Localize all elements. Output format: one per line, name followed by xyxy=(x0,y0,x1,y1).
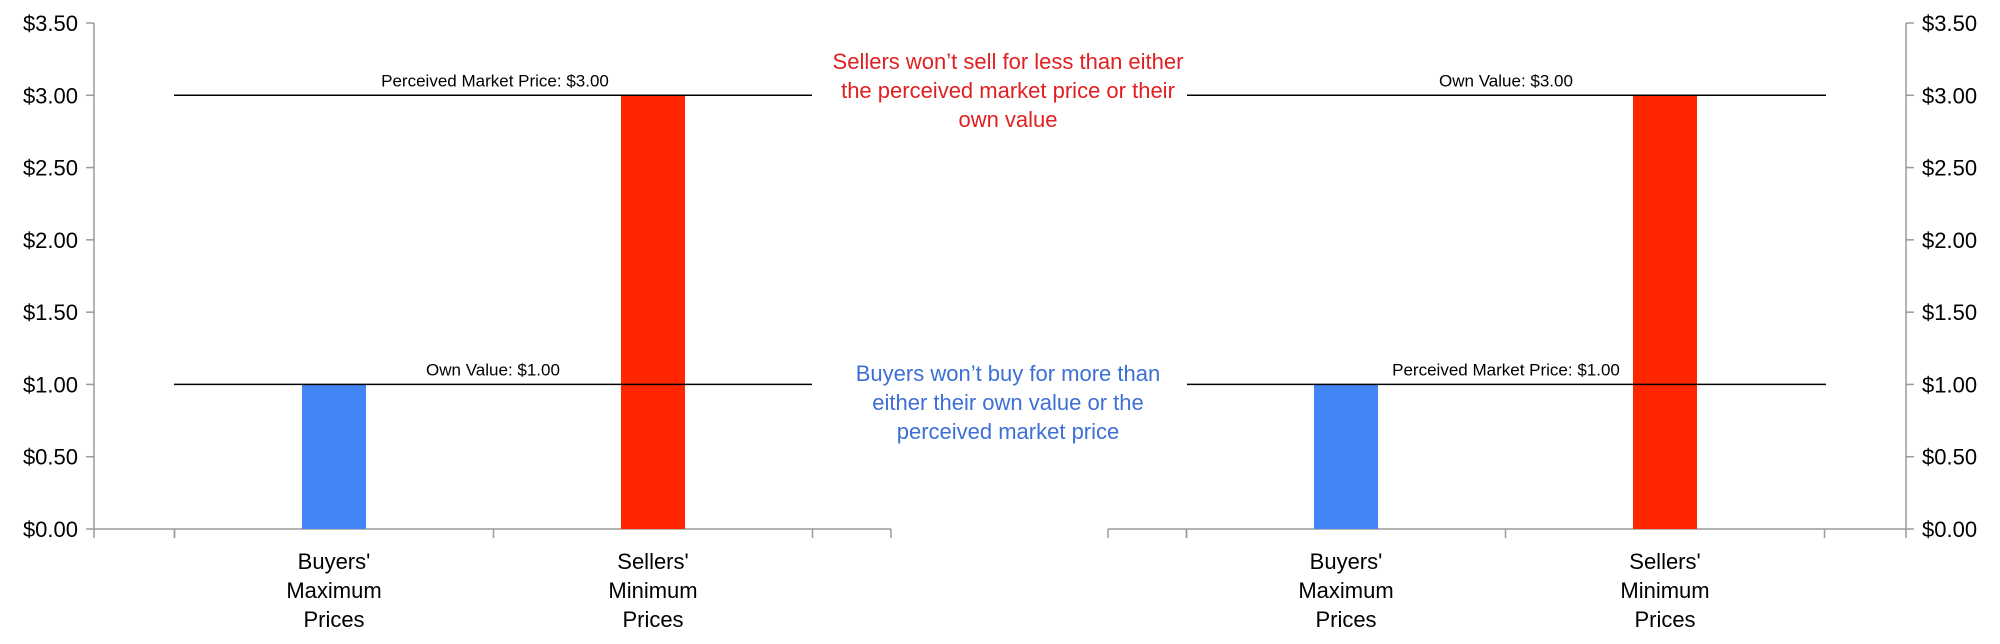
y-tick-label-left: $2.50 xyxy=(23,156,78,181)
y-tick-label-right: $0.50 xyxy=(1922,445,1977,470)
ref-line-label-left: Own Value: $1.00 xyxy=(426,360,560,379)
category-label-left: Maximum xyxy=(286,578,381,603)
y-tick-label-right: $1.00 xyxy=(1922,372,1977,397)
buyers-note: Buyers won’t buy for more than either th… xyxy=(855,361,1161,444)
y-tick-label-right: $0.00 xyxy=(1922,517,1977,542)
category-label-right: Maximum xyxy=(1298,578,1393,603)
bar-sellers-right xyxy=(1633,95,1697,530)
y-tick-label-left: $2.00 xyxy=(23,228,78,253)
category-label-right: Buyers' xyxy=(1310,549,1383,574)
ref-line-label-right: Perceived Market Price: $1.00 xyxy=(1392,360,1620,379)
sellers-note: Sellers won’t sell for less than either … xyxy=(832,49,1184,132)
y-tick-label-right: $3.00 xyxy=(1922,83,1977,108)
y-tick-label-left: $0.50 xyxy=(23,445,78,470)
y-tick-label-right: $1.50 xyxy=(1922,300,1977,325)
category-label-right: Prices xyxy=(1634,607,1695,632)
bar-buyers-left xyxy=(302,384,366,529)
y-tick-label-left: $3.00 xyxy=(23,83,78,108)
category-label-left: Minimum xyxy=(608,578,697,603)
ref-line-label-left: Perceived Market Price: $3.00 xyxy=(381,71,609,90)
ref-line-label-right: Own Value: $3.00 xyxy=(1439,71,1573,90)
category-label-right: Minimum xyxy=(1620,578,1709,603)
category-label-left: Sellers' xyxy=(617,549,688,574)
category-label-left: Prices xyxy=(622,607,683,632)
bar-buyers-right xyxy=(1314,384,1378,529)
y-tick-label-right: $2.50 xyxy=(1922,156,1977,181)
y-tick-label-right: $3.50 xyxy=(1922,11,1977,36)
y-tick-label-left: $3.50 xyxy=(23,11,78,36)
category-label-right: Sellers' xyxy=(1629,549,1700,574)
category-label-left: Buyers' xyxy=(298,549,371,574)
category-label-left: Prices xyxy=(303,607,364,632)
category-label-right: Prices xyxy=(1315,607,1376,632)
y-tick-label-left: $1.50 xyxy=(23,300,78,325)
y-tick-label-left: $1.00 xyxy=(23,372,78,397)
y-tick-label-left: $0.00 xyxy=(23,517,78,542)
y-tick-label-right: $2.00 xyxy=(1922,228,1977,253)
bar-sellers-left xyxy=(621,95,685,530)
